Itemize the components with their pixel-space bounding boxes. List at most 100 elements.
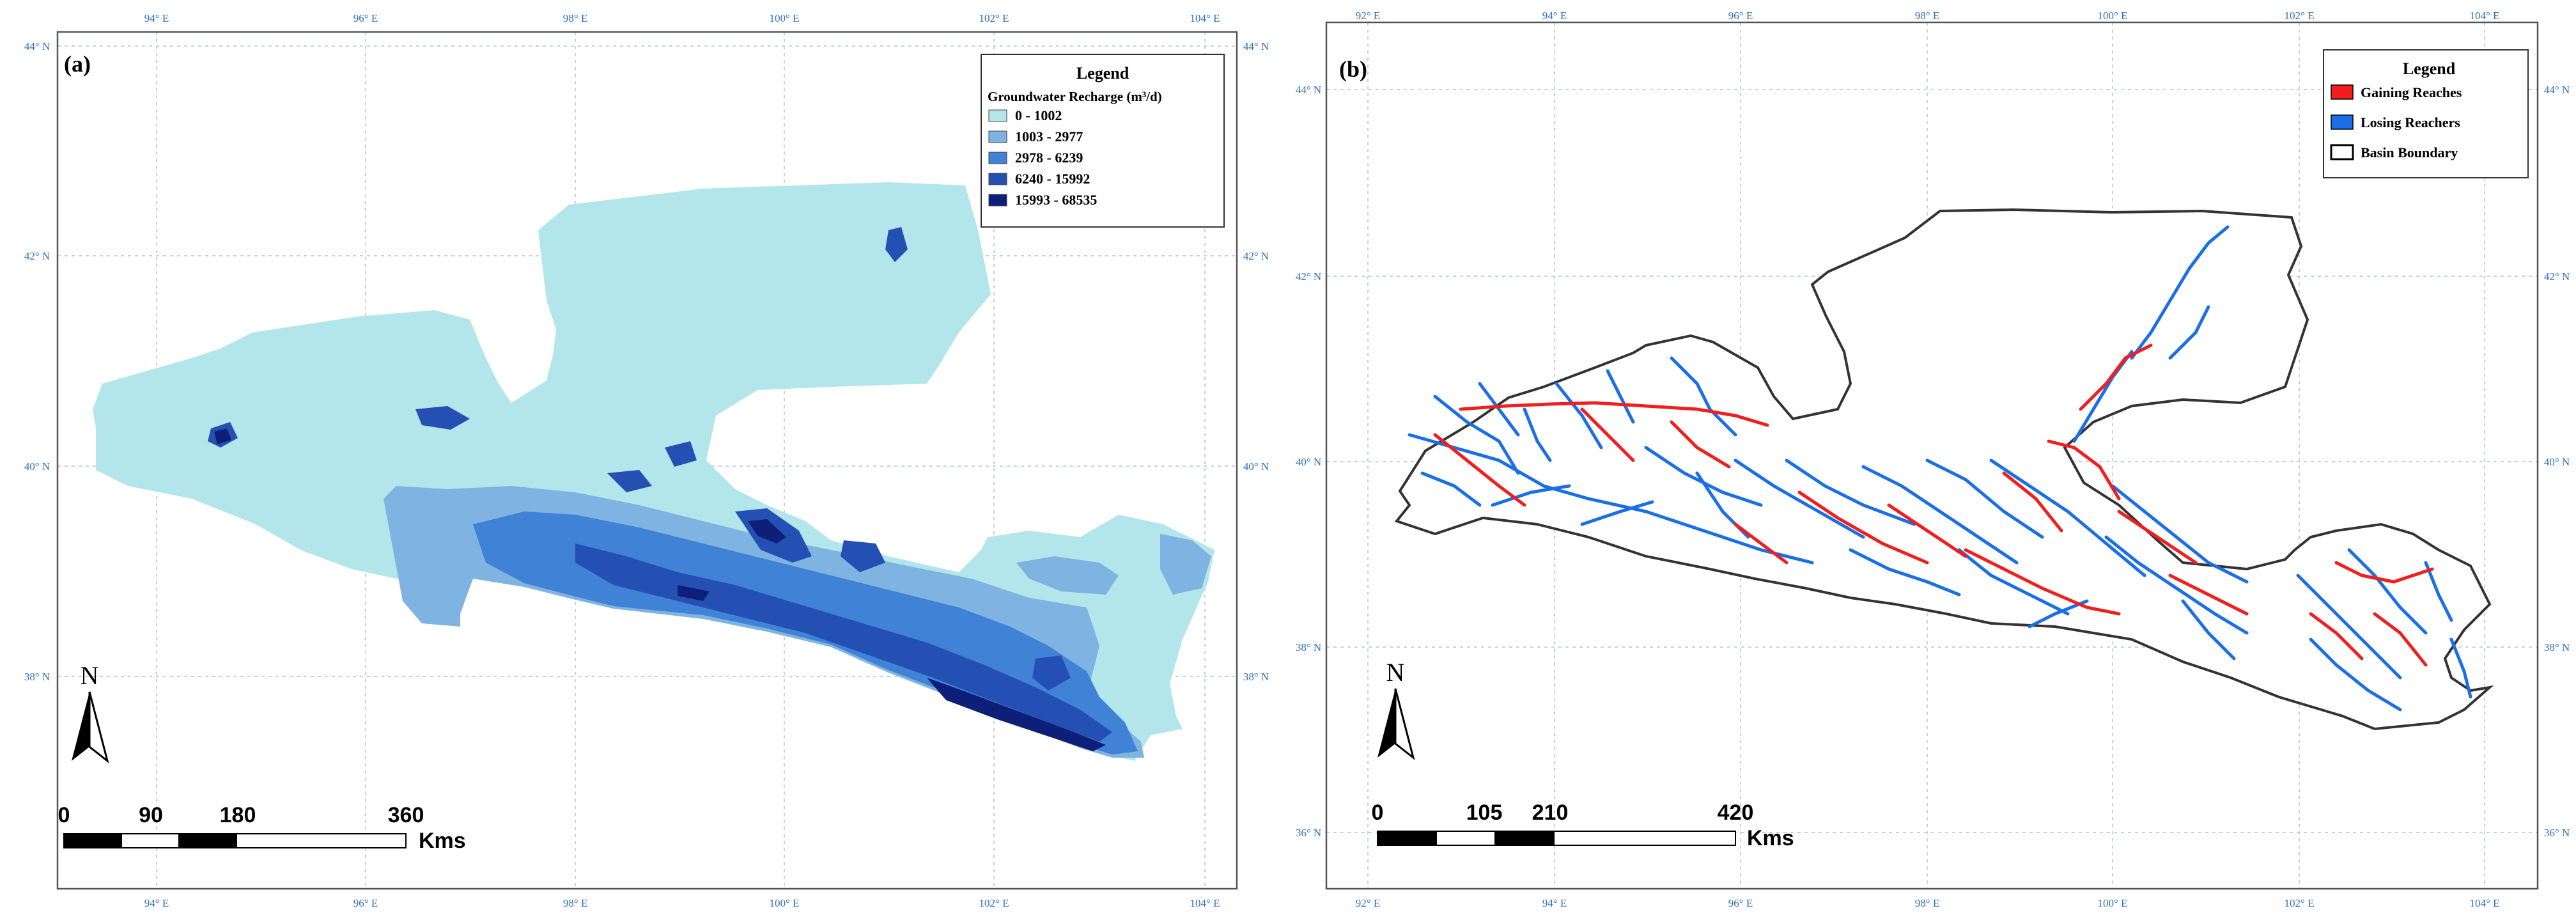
losing-reaches xyxy=(1408,225,2472,712)
panel-label: (a) xyxy=(64,51,91,77)
lon-label: 94° E xyxy=(1542,10,1567,22)
recharge-class-4-patch xyxy=(841,540,885,572)
scale-unit: Kms xyxy=(419,829,466,853)
panel-label: (b) xyxy=(1339,56,1367,82)
lon-label: 94° E xyxy=(144,897,169,909)
latitude-labels-right: 44° N 42° N 40° N 38° N 36° N xyxy=(2544,84,2570,839)
recharge-class-2-patch xyxy=(1016,556,1119,595)
lon-label: 104° E xyxy=(2470,10,2500,22)
recharge-class-5-patch xyxy=(214,428,231,444)
lat-label: 38° N xyxy=(2544,641,2570,653)
lon-label: 100° E xyxy=(2098,10,2128,22)
legend-swatch xyxy=(988,152,1007,164)
lon-label: 94° E xyxy=(1542,897,1567,909)
longitude-labels-top: 92° E 94° E 96° E 98° E 100° E 102° E 10… xyxy=(1356,10,2500,22)
lon-label: 100° E xyxy=(2098,897,2128,909)
recharge-class-5-patch xyxy=(748,519,786,543)
lon-label: 104° E xyxy=(2470,897,2500,909)
recharge-class-4-patch xyxy=(885,227,908,262)
scale-tick-label: 210 xyxy=(1532,801,1569,825)
north-arrow: N xyxy=(72,661,109,763)
legend-title: Legend xyxy=(1076,64,1129,82)
scale-bar: 0 90 180 360 Kms xyxy=(58,803,466,853)
lat-label: 38° N xyxy=(24,671,50,683)
north-arrow-icon xyxy=(1377,689,1395,758)
lon-label: 96° E xyxy=(1728,897,1753,909)
legend-swatch xyxy=(988,194,1007,207)
recharge-class-5-patch xyxy=(678,585,710,601)
scale-tick-label: 90 xyxy=(139,803,163,827)
lon-label: 100° E xyxy=(770,12,800,24)
lat-label: 40° N xyxy=(1243,460,1269,473)
lon-label: 102° E xyxy=(979,12,1009,24)
lat-label: 44° N xyxy=(1243,40,1269,52)
lon-label: 98° E xyxy=(563,897,587,909)
lat-label: 40° N xyxy=(2544,456,2570,468)
lat-label: 42° N xyxy=(1296,270,1321,283)
recharge-map: 94° E 96° E 98° E 100° E 102° E 104° E 9… xyxy=(0,0,1288,919)
scale-tick-label: 360 xyxy=(388,803,424,827)
lon-label: 96° E xyxy=(353,897,378,909)
legend-title: Legend xyxy=(2403,59,2456,78)
latitude-labels-left: 44° N 42° N 40° N 38° N xyxy=(24,40,50,683)
north-label: N xyxy=(1386,658,1405,687)
north-arrow: N xyxy=(1377,658,1415,760)
legend-subtitle: Groundwater Recharge (m³/d) xyxy=(988,89,1162,104)
lon-label: 98° E xyxy=(563,12,587,24)
legend-label: Basin Boundary xyxy=(2361,145,2458,160)
lon-label: 104° E xyxy=(1190,12,1220,24)
scale-unit: Kms xyxy=(1747,826,1794,850)
lat-label: 42° N xyxy=(2544,270,2570,283)
lat-label: 38° N xyxy=(1296,641,1321,653)
lon-label: 102° E xyxy=(2285,10,2315,22)
reaches-map: 92° E 94° E 96° E 98° E 100° E 102° E 10… xyxy=(1288,0,2576,919)
scale-tick-label: 420 xyxy=(1718,801,1754,825)
lat-label: 42° N xyxy=(24,250,50,262)
longitude-labels-bottom: 92° E 94° E 96° E 98° E 100° E 102° E 10… xyxy=(1356,897,2500,909)
legend-label: 2978 - 6239 xyxy=(1015,150,1083,166)
recharge-class-4-area xyxy=(575,543,1112,742)
lon-label: 92° E xyxy=(1356,10,1380,22)
north-label: N xyxy=(81,661,99,690)
scale-tick-label: 105 xyxy=(1466,801,1503,825)
legend-label: Losing Reachers xyxy=(2361,114,2460,130)
lon-label: 96° E xyxy=(353,12,378,24)
gaining-reaches xyxy=(1433,343,2434,667)
lat-label: 44° N xyxy=(2544,84,2570,96)
lat-label: 44° N xyxy=(1296,84,1321,96)
scale-tick-label: 0 xyxy=(58,803,70,827)
latitude-labels-left: 44° N 42° N 40° N 38° N 36° N xyxy=(1296,84,1321,839)
recharge-class-4-patch xyxy=(665,441,697,467)
lon-label: 102° E xyxy=(979,897,1009,909)
lat-label: 36° N xyxy=(2544,827,2570,839)
legend: Legend Gaining Reaches Losing Reachers B… xyxy=(2323,49,2529,178)
recharge-class-2-patch xyxy=(1160,534,1211,595)
legend-label: 15993 - 68535 xyxy=(1015,192,1097,208)
scale-bar: 0 105 210 420 Kms xyxy=(1372,801,1794,850)
recharge-class-4-patch xyxy=(607,470,652,492)
lat-label: 40° N xyxy=(24,460,50,473)
lon-label: 96° E xyxy=(1728,10,1753,22)
lat-label: 42° N xyxy=(1243,250,1269,262)
legend-swatch xyxy=(2331,84,2354,100)
legend: Legend Groundwater Recharge (m³/d) 0 - 1… xyxy=(981,54,1225,228)
lat-label: 36° N xyxy=(1296,827,1321,839)
map-panel-b: 92° E 94° E 96° E 98° E 100° E 102° E 10… xyxy=(1288,0,2576,919)
legend-swatch xyxy=(988,130,1007,143)
latitude-labels-right: 44° N 42° N 40° N 38° N xyxy=(1243,40,1269,683)
lon-label: 100° E xyxy=(770,897,800,909)
scale-tick-label: 0 xyxy=(1372,801,1384,825)
legend-label: Gaining Reaches xyxy=(2361,84,2462,100)
lon-label: 98° E xyxy=(1915,10,1939,22)
north-arrow-icon xyxy=(72,692,89,761)
longitude-labels-bottom: 94° E 96° E 98° E 100° E 102° E 104° E xyxy=(144,897,1220,909)
lon-label: 92° E xyxy=(1356,897,1380,909)
lon-label: 102° E xyxy=(2285,897,2315,909)
recharge-class-4-patch xyxy=(1032,655,1071,691)
map-panel-a: 94° E 96° E 98° E 100° E 102° E 104° E 9… xyxy=(0,0,1288,919)
lon-label: 104° E xyxy=(1190,897,1220,909)
recharge-class-5-area xyxy=(927,678,1106,751)
recharge-class-4-patch xyxy=(415,406,470,430)
legend-swatch xyxy=(2330,144,2354,160)
recharge-raster xyxy=(93,182,1214,761)
